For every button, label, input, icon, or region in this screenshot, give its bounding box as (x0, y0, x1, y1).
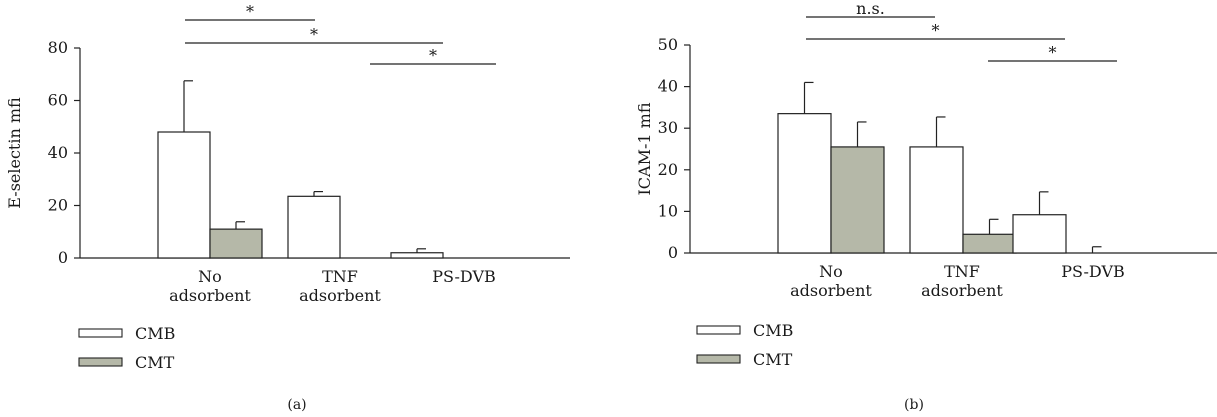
y-tick-label: 40 (658, 77, 678, 96)
category-label: No (819, 262, 843, 281)
y-axis-label: ICAM-1 mfi (635, 102, 654, 195)
bar-cmt (830, 146, 885, 254)
legend-label-cmt: CMT (753, 350, 793, 369)
y-tick-label: 0 (58, 248, 68, 267)
y-tick-label: 10 (658, 201, 678, 220)
panel-label: (a) (287, 397, 306, 413)
significance-label: * (932, 21, 940, 40)
y-tick-label: 80 (48, 38, 68, 57)
y-tick-label: 20 (48, 196, 68, 215)
bar-cmt (209, 228, 263, 259)
panel-label: (b) (904, 397, 924, 413)
y-tick-label: 30 (658, 118, 678, 137)
legend-swatch-cmt (696, 354, 741, 364)
legend-swatch-cmt (78, 357, 123, 367)
legend-swatch-cmb (78, 328, 123, 338)
category-label: adsorbent (299, 286, 381, 305)
bar-cmb (157, 131, 211, 259)
y-tick-label: 60 (48, 91, 68, 110)
bar-cmb (1012, 214, 1067, 254)
bar-cmb (287, 195, 341, 259)
y-tick-label: 50 (658, 35, 678, 54)
category-label: TNF (944, 262, 980, 281)
y-axis-label: E-selectin mfi (5, 97, 24, 209)
bar-cmt (962, 233, 1017, 254)
category-label: No (198, 267, 222, 286)
bar-cmb (390, 252, 444, 259)
category-label: TNF (322, 267, 358, 286)
category-label: PS-DVB (432, 267, 496, 286)
bar-cmb (777, 113, 832, 254)
category-label: adsorbent (790, 281, 872, 300)
category-label: adsorbent (921, 281, 1003, 300)
legend-label-cmb: CMB (135, 324, 175, 343)
bar-cmb (909, 146, 964, 254)
y-tick-label: 0 (668, 243, 678, 262)
significance-label: * (246, 2, 254, 21)
significance-label: * (429, 46, 437, 65)
significance-label: n.s. (856, 0, 885, 18)
significance-label: * (310, 25, 318, 44)
legend-swatch-cmb (696, 325, 741, 335)
category-label: PS-DVB (1061, 262, 1125, 281)
y-tick-label: 20 (658, 160, 678, 179)
y-tick-label: 40 (48, 143, 68, 162)
legend-label-cmb: CMB (753, 321, 793, 340)
legend-label-cmt: CMT (135, 353, 175, 372)
significance-label: * (1049, 43, 1057, 62)
category-label: adsorbent (169, 286, 251, 305)
